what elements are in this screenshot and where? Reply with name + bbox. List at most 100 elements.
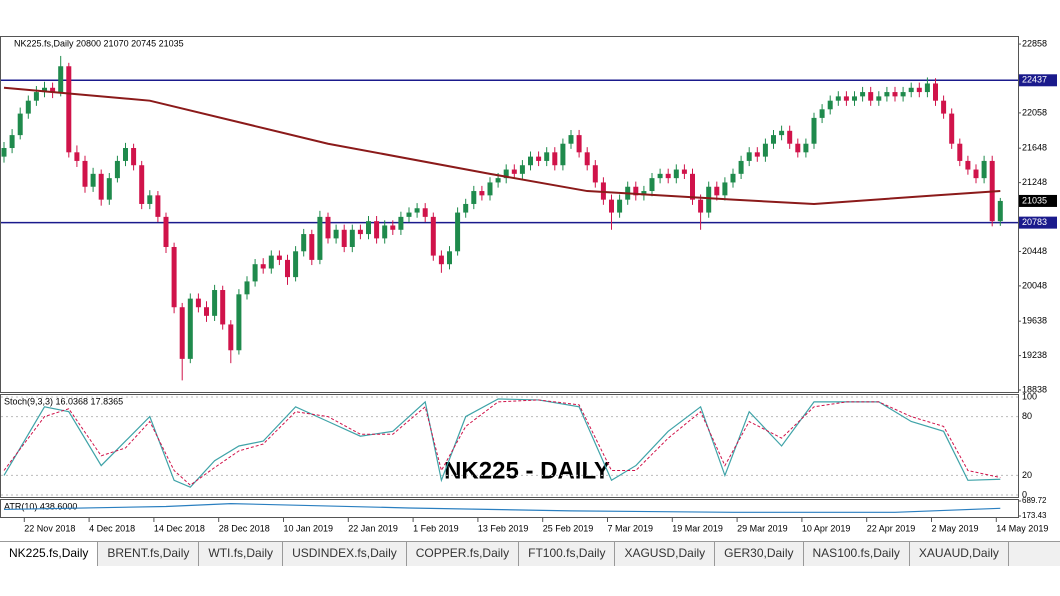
candle-body — [698, 199, 704, 213]
candle-body — [357, 229, 363, 235]
candle-body — [455, 212, 461, 252]
chart-tab[interactable]: NAS100.fs,Daily — [804, 542, 910, 566]
candle-body — [592, 165, 598, 183]
chart: NK225.fs,Daily 20800 21070 20745 21035 S… — [0, 36, 1057, 533]
candle-body — [398, 216, 404, 230]
candle-body — [738, 160, 744, 174]
candle-body — [341, 229, 347, 247]
price-label-bg — [1019, 194, 1057, 207]
candle-body — [965, 160, 971, 170]
candle-body — [187, 298, 193, 359]
candle-body — [981, 160, 987, 179]
candle-body — [9, 135, 15, 149]
candle-body — [568, 135, 574, 144]
y-tick-label: 18838 — [1022, 384, 1047, 394]
candle-body — [633, 186, 639, 196]
candle-body — [98, 173, 104, 200]
candle-body — [25, 100, 31, 114]
candle-body — [916, 87, 922, 93]
candle-body — [260, 264, 266, 269]
candle-body — [884, 92, 890, 97]
candle-body — [82, 160, 88, 187]
candle-body — [90, 173, 96, 187]
stoch-tick-label: 20 — [1022, 470, 1032, 480]
candle-body — [114, 160, 120, 179]
atr-panel — [0, 499, 1019, 518]
chart-tab[interactable]: NK225.fs,Daily — [0, 542, 99, 566]
candle-body — [657, 173, 663, 179]
candle-body — [58, 66, 64, 93]
candle-body — [179, 307, 185, 359]
candle-body — [819, 109, 825, 118]
candle-body — [576, 135, 582, 153]
level-label-bg — [1019, 74, 1057, 87]
candle-body — [665, 173, 671, 179]
candle-body — [1, 148, 7, 157]
candle-body — [746, 152, 752, 161]
candle-body — [787, 130, 793, 144]
candle-body — [852, 96, 857, 101]
candle-body — [722, 182, 728, 196]
candle-body — [609, 199, 614, 213]
candle-body — [771, 135, 776, 144]
candle-body — [268, 255, 274, 269]
candle-body — [366, 221, 371, 235]
x-tick-label: 22 Nov 2018 — [24, 523, 75, 533]
y-tick-label: 19238 — [1022, 350, 1047, 360]
stoch-panel — [0, 394, 1019, 498]
candle-body — [204, 307, 209, 316]
candle-body — [714, 186, 720, 196]
candle-body — [374, 221, 380, 239]
candle-body — [236, 294, 242, 351]
candle-body — [123, 148, 128, 161]
candle-body — [131, 148, 137, 166]
candle-body — [276, 255, 282, 260]
chart-tab[interactable]: GER30,Daily — [715, 542, 804, 566]
y-tick-label: 20048 — [1022, 280, 1047, 290]
candle-body — [892, 92, 898, 97]
candle-body — [325, 216, 331, 239]
chart-tab[interactable]: FT100.fs,Daily — [519, 542, 616, 566]
overlay-title: NK225 - DAILY — [444, 457, 610, 484]
candle-body — [649, 178, 655, 192]
chart-tab[interactable]: BRENT.fs,Daily — [98, 542, 200, 566]
chart-tab[interactable]: USDINDEX.fs,Daily — [283, 542, 407, 566]
chart-tab[interactable]: XAGUSD,Daily — [615, 542, 716, 566]
chart-tab[interactable]: XAUAUD,Daily — [910, 542, 1009, 566]
candle-body — [155, 195, 161, 217]
tab-bar: NK225.fs,Daily BRENT.fs,Daily WTI.fs,Daily… — [0, 541, 1060, 566]
chart-tab[interactable]: WTI.fs,Daily — [199, 542, 284, 566]
candle-body — [673, 169, 679, 179]
level-label: 22437 — [1022, 75, 1047, 85]
candle-body — [868, 92, 874, 101]
candle-body — [212, 290, 218, 316]
candle-body — [171, 246, 177, 308]
candle-body — [349, 229, 355, 247]
atr-tick-label: 689.72 — [1022, 496, 1047, 505]
stoch-signal — [3, 399, 1001, 486]
candle-body — [641, 191, 647, 196]
stoch-label: Stoch(9,3,3) 16.0368 17.8365 — [4, 396, 123, 406]
candle-body — [422, 208, 428, 217]
x-tick-label: 29 Mar 2019 — [737, 523, 788, 533]
current-price-label: 21035 — [1022, 195, 1047, 205]
candle-body — [301, 234, 307, 252]
candle-body — [147, 195, 153, 204]
candle-body — [42, 87, 47, 93]
candle-body — [74, 152, 80, 161]
x-tick-label: 22 Apr 2019 — [867, 523, 916, 533]
x-tick-label: 19 Mar 2019 — [672, 523, 723, 533]
candle-body — [66, 66, 72, 153]
candle-body — [382, 225, 388, 239]
candle-body — [843, 96, 849, 101]
candle-body — [762, 143, 768, 157]
x-tick-label: 10 Apr 2019 — [802, 523, 851, 533]
candle-body — [803, 143, 809, 153]
stoch-main — [3, 398, 1001, 488]
chart-tab[interactable]: COPPER.fs,Daily — [407, 542, 520, 566]
candle-body — [835, 96, 841, 101]
candle-body — [503, 169, 509, 179]
level-label: 20783 — [1022, 217, 1047, 227]
y-tick-label: 21248 — [1022, 177, 1047, 187]
candle-body — [681, 169, 687, 174]
